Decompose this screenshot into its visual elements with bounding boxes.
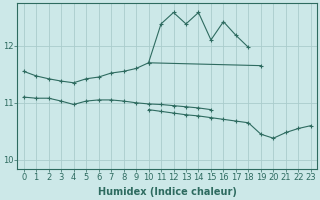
X-axis label: Humidex (Indice chaleur): Humidex (Indice chaleur) xyxy=(98,187,237,197)
